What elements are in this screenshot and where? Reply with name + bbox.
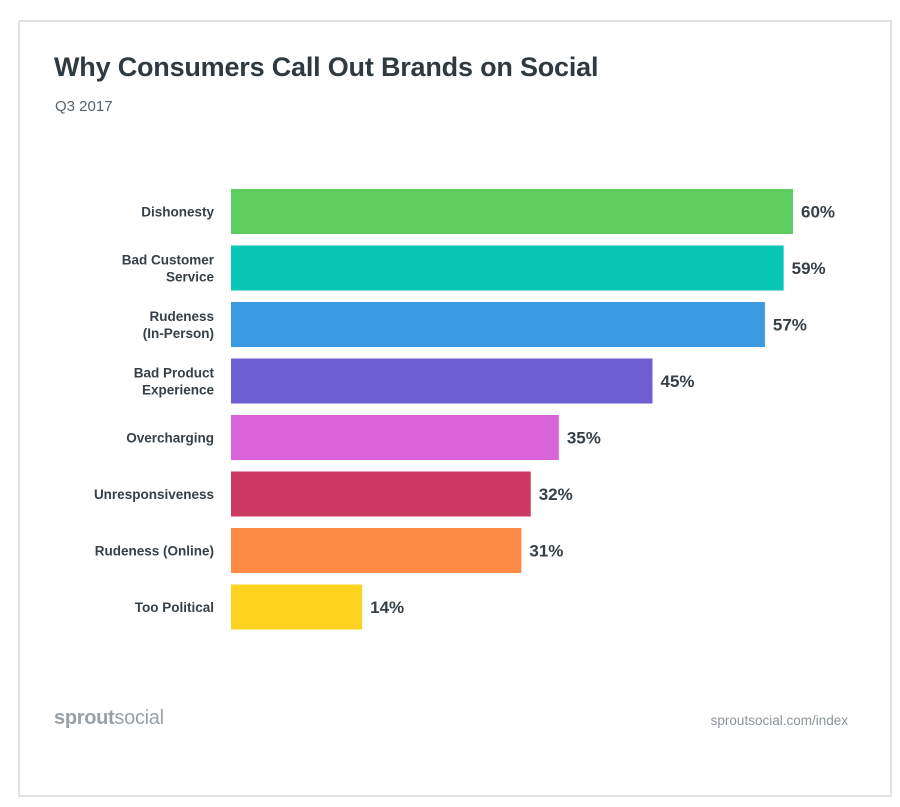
bar bbox=[231, 189, 793, 234]
bar bbox=[231, 358, 653, 404]
category-label-line: (In-Person) bbox=[143, 326, 214, 341]
value-label: 14% bbox=[370, 598, 404, 617]
value-label: 35% bbox=[567, 429, 601, 448]
category-label: Rudeness (Online) bbox=[95, 544, 214, 559]
category-label-line: Service bbox=[166, 270, 215, 285]
category-label: Bad Customer Service bbox=[122, 253, 215, 285]
bar bbox=[231, 415, 559, 460]
sproutsocial-logo: sproutsocial bbox=[54, 707, 164, 730]
category-label: Dishonesty bbox=[141, 205, 214, 220]
category-label-line: Bad Product bbox=[134, 366, 215, 381]
chart-title: Why Consumers Call Out Brands on Social bbox=[54, 52, 599, 82]
bar bbox=[231, 302, 765, 347]
category-label: Too Political bbox=[135, 600, 214, 615]
chart-card bbox=[18, 20, 892, 797]
category-label: Unresponsiveness bbox=[94, 487, 214, 502]
bar bbox=[231, 584, 363, 630]
value-label: 59% bbox=[792, 259, 826, 278]
category-label-line: Unresponsiveness bbox=[94, 487, 214, 502]
category-label-line: Bad Customer bbox=[122, 253, 215, 268]
value-label: 57% bbox=[773, 316, 807, 335]
logo-text-sprout: sprout bbox=[54, 707, 115, 729]
source-url: sproutsocial.com/index bbox=[710, 713, 848, 728]
category-label: Bad Product Experience bbox=[134, 366, 215, 398]
category-label-line: Rudeness bbox=[149, 309, 214, 324]
category-label-line: Rudeness (Online) bbox=[95, 544, 214, 559]
value-label: 31% bbox=[529, 542, 563, 561]
value-label: 45% bbox=[661, 372, 695, 391]
bar bbox=[231, 245, 784, 291]
category-label-line: Overcharging bbox=[126, 431, 214, 446]
value-label: 60% bbox=[801, 203, 835, 222]
category-label-line: Too Political bbox=[135, 600, 214, 615]
category-label: Overcharging bbox=[126, 431, 214, 446]
bar bbox=[231, 471, 531, 517]
category-label-line: Experience bbox=[142, 383, 215, 398]
category-label: Rudeness (In-Person) bbox=[143, 309, 214, 341]
category-label-line: Dishonesty bbox=[141, 205, 214, 220]
bar bbox=[231, 528, 522, 573]
logo-text-social: social bbox=[114, 707, 164, 729]
chart-subtitle: Q3 2017 bbox=[55, 98, 113, 115]
value-label: 32% bbox=[539, 485, 573, 504]
